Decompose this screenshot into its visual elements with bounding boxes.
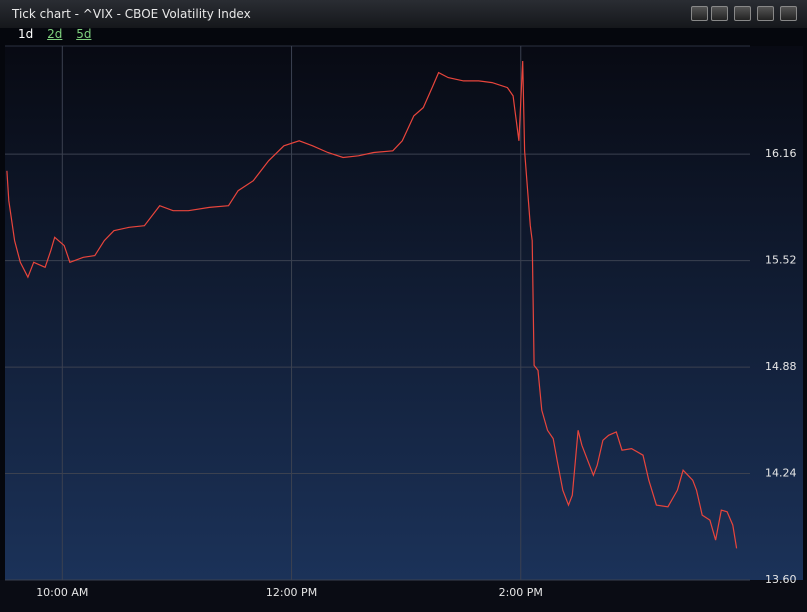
range-tab[interactable]: 1d	[18, 27, 34, 41]
x-tick-label: 10:00 AM	[36, 586, 88, 599]
x-tick-label: 2:00 PM	[499, 586, 543, 599]
y-tick-label: 14.24	[765, 467, 797, 480]
x-tick-label: 12:00 PM	[266, 586, 317, 599]
y-tick-label: 15.52	[765, 254, 797, 267]
y-tick-label: 16.16	[765, 147, 797, 160]
y-tick-label: 14.88	[765, 360, 797, 373]
x-axis-band	[0, 580, 807, 612]
price-line	[6, 60, 738, 549]
window-title: Tick chart - ^VIX - CBOE Volatility Inde…	[12, 7, 251, 21]
y-tick-label: 13.60	[765, 573, 797, 586]
camera-button[interactable]	[691, 6, 708, 21]
maximize-button[interactable]	[757, 6, 774, 21]
title-bar: Tick chart - ^VIX - CBOE Volatility Inde…	[0, 0, 807, 28]
close-button[interactable]	[780, 6, 797, 21]
range-tabs: 1d 2d 5d	[18, 27, 101, 41]
range-tab[interactable]: 5d	[76, 27, 92, 41]
plot-area	[5, 46, 803, 580]
minimize-button[interactable]	[734, 6, 751, 21]
range-tab[interactable]: 2d	[47, 27, 63, 41]
settings-button[interactable]	[711, 6, 728, 21]
